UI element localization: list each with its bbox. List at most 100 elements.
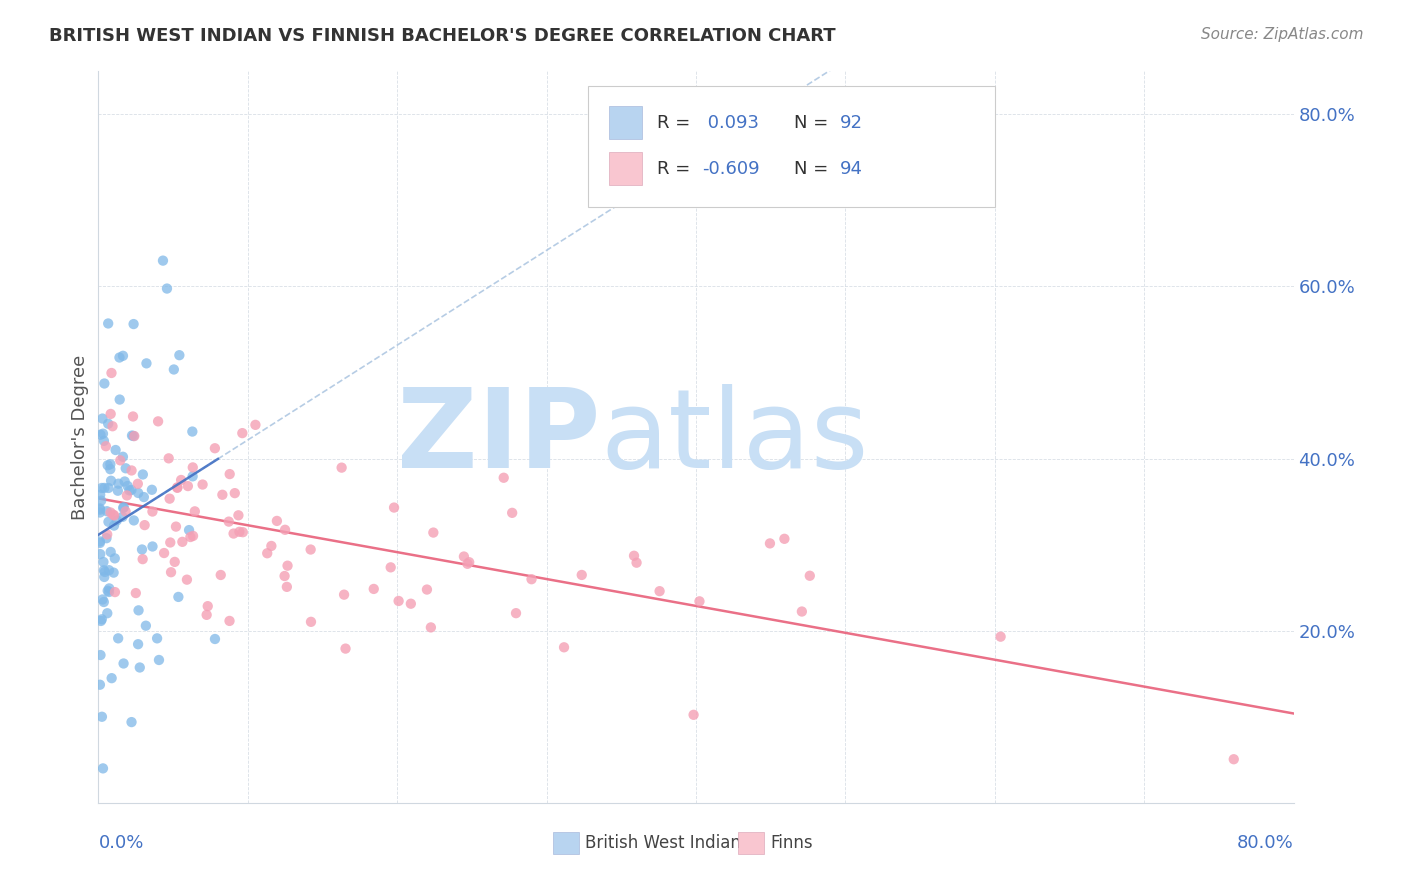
Point: [135, 356, 157, 370]
Point: [121, 428, 143, 442]
Point: [97, 458, 120, 473]
Point: [682, 707, 704, 722]
Text: atlas: atlas: [600, 384, 869, 491]
Point: [181, 460, 204, 475]
Point: [93, 481, 115, 495]
Bar: [609, 106, 643, 139]
Point: [108, 392, 131, 407]
Point: [166, 481, 188, 495]
Point: [759, 536, 782, 550]
Point: [94, 439, 117, 453]
Point: [456, 557, 478, 571]
Point: [1223, 752, 1246, 766]
Point: [98, 457, 121, 471]
Text: Finns: Finns: [770, 834, 813, 852]
Point: [96, 606, 118, 620]
Point: [121, 463, 143, 477]
Point: [132, 490, 155, 504]
Point: [111, 349, 134, 363]
Point: [181, 425, 204, 439]
Point: [990, 630, 1012, 644]
Point: [97, 417, 120, 431]
Point: [135, 618, 157, 632]
Bar: [738, 832, 763, 854]
Point: [103, 518, 125, 533]
Text: British West Indians: British West Indians: [585, 834, 749, 852]
Point: [141, 483, 163, 497]
Point: [232, 525, 254, 540]
Point: [274, 523, 297, 537]
Point: [98, 582, 121, 596]
Point: [100, 671, 122, 685]
Point: [416, 582, 439, 597]
Point: [152, 253, 174, 268]
Text: N =: N =: [794, 113, 834, 131]
Point: [131, 542, 153, 557]
Point: [197, 599, 219, 614]
Point: [177, 479, 200, 493]
Point: [89, 547, 111, 561]
Point: [453, 549, 475, 564]
Point: [169, 348, 191, 362]
Point: [333, 588, 356, 602]
Point: [167, 590, 190, 604]
Point: [388, 594, 411, 608]
Point: [96, 504, 118, 518]
Point: [335, 641, 357, 656]
Point: [122, 513, 145, 527]
Point: [90, 481, 112, 495]
Point: [100, 366, 122, 380]
Point: [146, 632, 169, 646]
Point: [98, 563, 121, 577]
Point: [799, 568, 821, 582]
Point: [91, 426, 114, 441]
Bar: [553, 832, 579, 854]
Text: R =: R =: [657, 113, 696, 131]
Point: [90, 493, 112, 508]
Point: [89, 536, 111, 550]
Point: [177, 523, 200, 537]
Point: [260, 539, 283, 553]
Point: [623, 549, 645, 563]
Point: [103, 508, 125, 523]
Point: [94, 565, 117, 579]
Point: [245, 417, 267, 432]
Text: N =: N =: [794, 160, 834, 178]
Point: [104, 551, 127, 566]
Point: [204, 632, 226, 646]
Point: [89, 502, 111, 516]
Point: [117, 479, 139, 493]
Point: [166, 480, 188, 494]
Point: [104, 442, 127, 457]
Point: [115, 488, 138, 502]
Text: R =: R =: [657, 160, 696, 178]
Point: [96, 527, 118, 541]
Point: [141, 540, 163, 554]
Point: [104, 585, 127, 599]
Point: [157, 451, 180, 466]
Point: [363, 582, 385, 596]
Point: [146, 414, 169, 428]
Text: 0.093: 0.093: [702, 113, 759, 131]
Point: [89, 506, 111, 520]
Point: [125, 586, 148, 600]
Point: [118, 483, 141, 498]
Point: [127, 486, 149, 500]
Text: 92: 92: [839, 113, 862, 131]
Point: [100, 407, 122, 421]
Point: [626, 556, 648, 570]
Point: [93, 555, 115, 569]
Point: [93, 434, 115, 448]
Point: [211, 488, 233, 502]
Point: [93, 376, 115, 391]
Point: [98, 585, 121, 599]
Point: [122, 409, 145, 424]
Point: [209, 568, 232, 582]
Point: [148, 653, 170, 667]
Point: [89, 427, 111, 442]
Point: [122, 429, 145, 443]
FancyBboxPatch shape: [589, 86, 995, 207]
Point: [218, 614, 240, 628]
Point: [134, 518, 156, 533]
Point: [458, 555, 481, 569]
